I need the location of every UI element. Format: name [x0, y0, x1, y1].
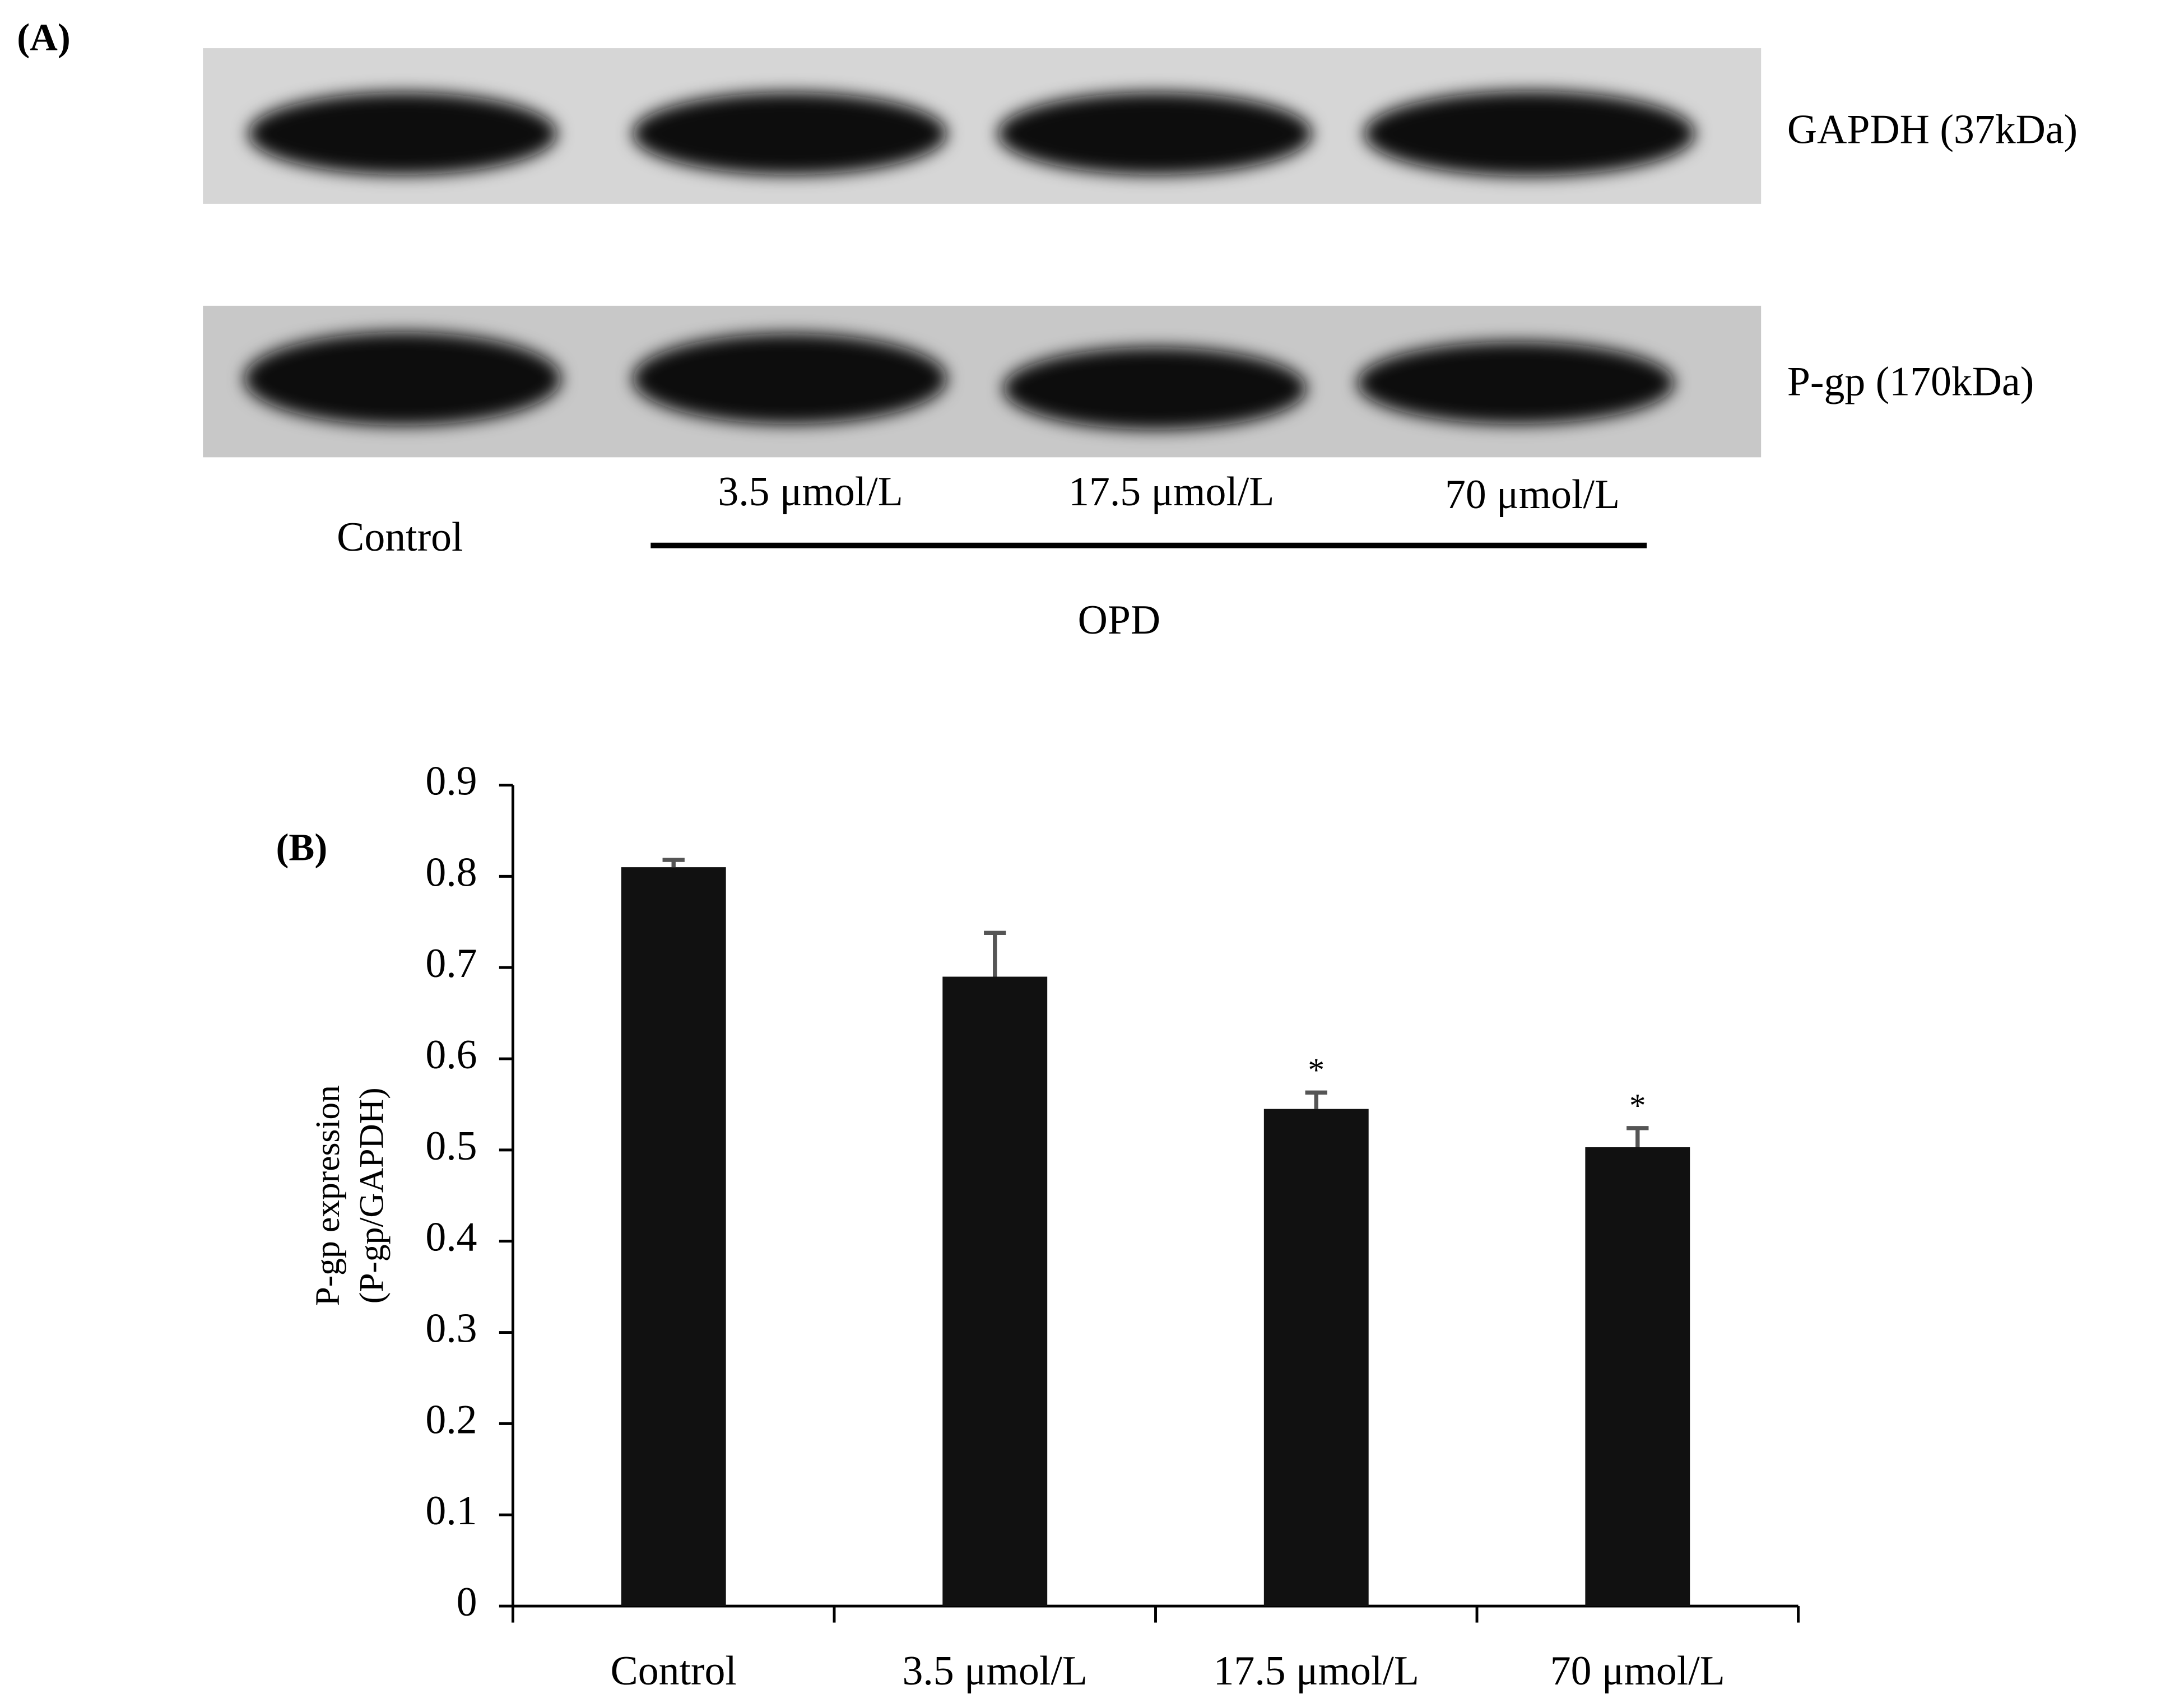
lane-label: 3.5 μmol/L	[718, 468, 903, 514]
y-axis-label: (P-gp/GAPDH)	[353, 1087, 391, 1304]
panel-a-label: (A)	[17, 16, 71, 59]
error-bar	[1305, 1090, 1327, 1109]
x-tick-label: Control	[611, 1648, 737, 1693]
significance-mark: *	[1308, 1051, 1325, 1088]
x-tick-label: 17.5 μmol/L	[1214, 1648, 1419, 1693]
y-tick-label: 0.2	[425, 1396, 477, 1442]
blot-gapdh	[203, 48, 1762, 204]
bar	[1263, 1109, 1369, 1607]
blot-pgp	[203, 305, 1762, 458]
y-tick-label: 0.7	[425, 940, 477, 986]
significance-mark: *	[1629, 1087, 1646, 1124]
bar	[1585, 1147, 1690, 1607]
band-label: GAPDH (37kDa)	[1787, 106, 2078, 152]
y-tick-label: 0	[457, 1579, 477, 1625]
y-tick-label: 0.1	[425, 1487, 477, 1533]
y-tick-label: 0.3	[425, 1305, 477, 1351]
panel-b-label: (B)	[276, 826, 328, 868]
y-tick-label: 0.4	[425, 1214, 477, 1260]
band-label: P-gp (170kDa)	[1787, 358, 2034, 404]
lane-label: 70 μmol/L	[1445, 471, 1620, 517]
error-bar	[1626, 1126, 1649, 1147]
x-tick-label: 70 μmol/L	[1550, 1648, 1725, 1693]
x-tick-label: 3.5 μmol/L	[903, 1648, 1088, 1693]
y-tick-label: 0.8	[425, 849, 477, 895]
y-axis-label: P-gp expression	[309, 1085, 347, 1306]
lane-label: 17.5 μmol/L	[1068, 468, 1274, 514]
y-tick-label: 0.5	[425, 1123, 477, 1169]
y-tick-label: 0.6	[425, 1031, 477, 1077]
error-bar	[662, 858, 685, 868]
error-bar	[984, 930, 1006, 977]
y-tick-label: 0.9	[425, 757, 477, 803]
lane-label: Control	[337, 514, 463, 560]
group-label: OPD	[1078, 597, 1161, 643]
bar	[942, 976, 1048, 1607]
bar	[621, 867, 726, 1607]
